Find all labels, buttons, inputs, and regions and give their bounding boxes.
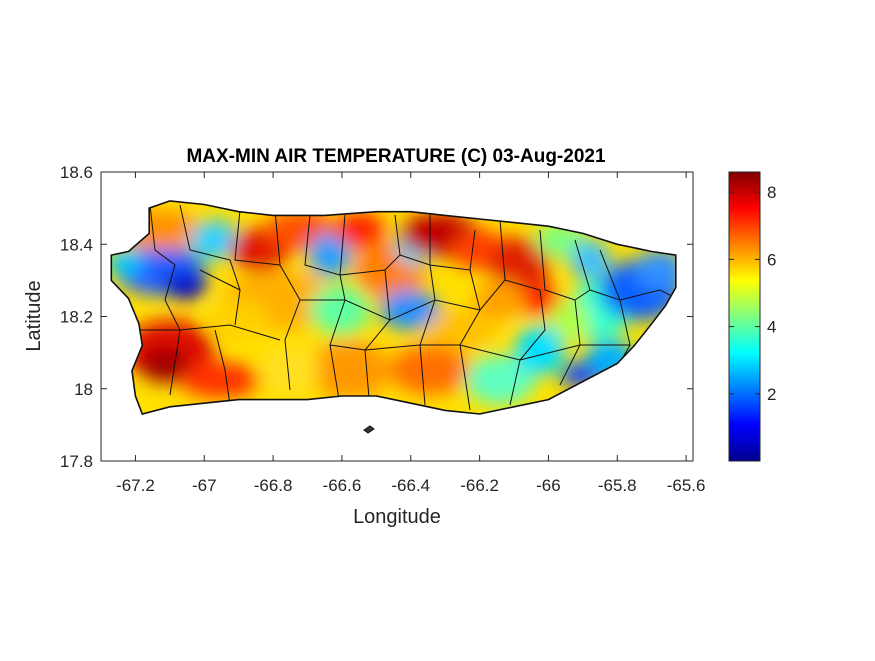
chart-title: MAX-MIN AIR TEMPERATURE (C) 03-Aug-2021 — [186, 146, 606, 167]
municipality-boundaries — [130, 204, 676, 411]
island-outline — [110, 200, 677, 415]
x-tick-label: -66.4 — [391, 476, 430, 495]
x-tick-label: -67.2 — [116, 476, 155, 495]
colorbar-tick-label: 2 — [767, 385, 776, 404]
y-tick-label: 17.8 — [60, 452, 93, 471]
colorbar-ticks: 2 4 6 8 — [729, 183, 776, 404]
y-tick-label: 18.2 — [60, 308, 93, 327]
colorbar — [728, 171, 761, 462]
y-axis-label: Latitude — [23, 280, 45, 351]
x-tick-label: -66 — [536, 476, 561, 495]
y-tick-label: 18.4 — [60, 235, 93, 254]
y-axis-ticks: 17.8 18 18.2 18.4 18.6 — [60, 163, 693, 471]
temperature-field — [111, 200, 676, 414]
x-axis-ticks: -67.2 -67 -66.8 -66.6 -66.4 -66.2 -66 -65.8 -65.… — [116, 172, 705, 495]
caja-de-muertos-island — [363, 425, 375, 434]
y-tick-label: 18 — [74, 380, 93, 399]
x-tick-label: -65.8 — [598, 476, 637, 495]
colorbar-tick-label: 4 — [767, 318, 776, 337]
x-tick-label: -67 — [192, 476, 217, 495]
x-tick-label: -66.8 — [254, 476, 293, 495]
colorbar-tick-label: 6 — [767, 250, 776, 269]
x-axis-label: Longitude — [353, 506, 441, 528]
x-tick-label: -66.2 — [460, 476, 499, 495]
x-tick-label: -65.6 — [667, 476, 706, 495]
colorbar-tick-label: 8 — [767, 183, 776, 202]
x-tick-label: -66.6 — [323, 476, 362, 495]
y-tick-label: 18.6 — [60, 163, 93, 182]
